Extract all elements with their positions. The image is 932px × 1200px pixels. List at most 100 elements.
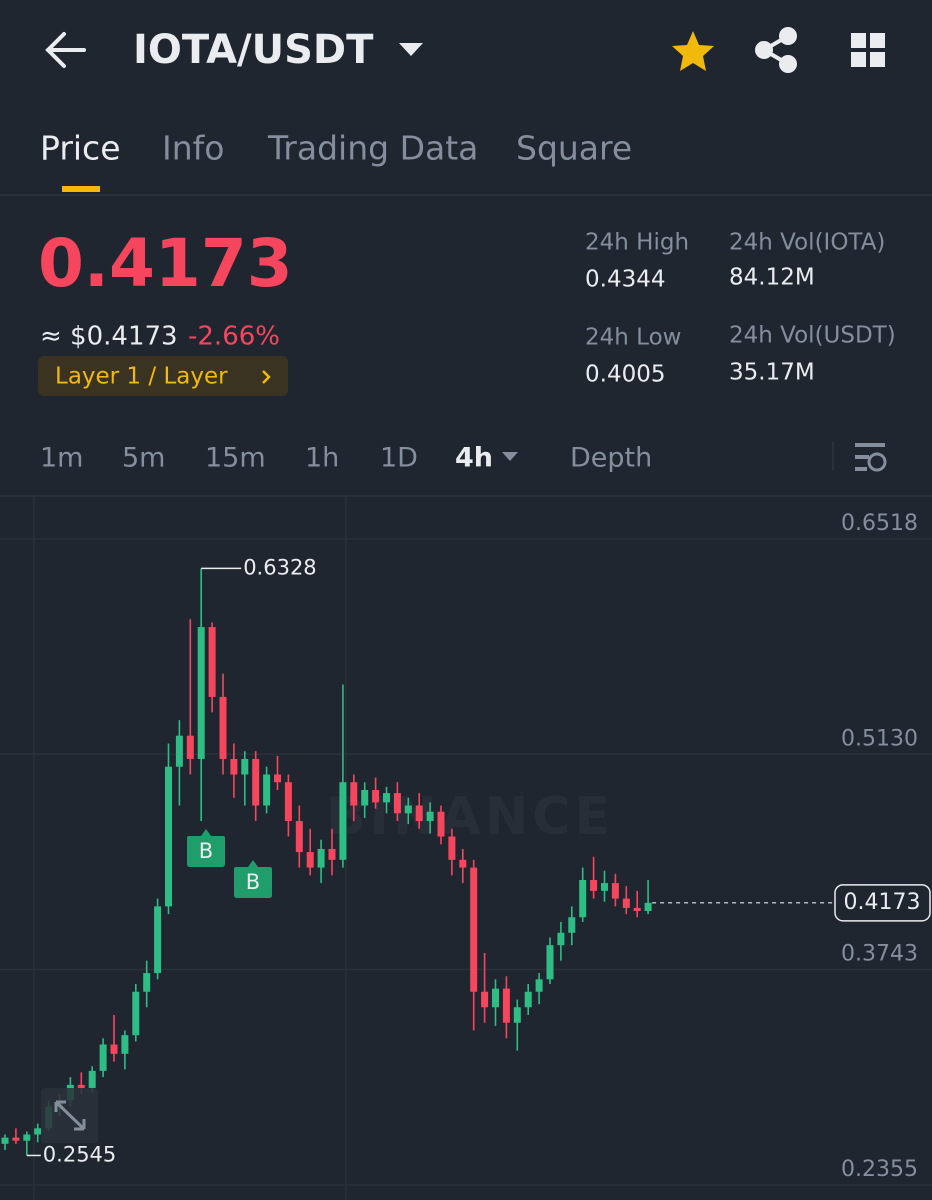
candle-body [372, 789, 380, 803]
chart-settings[interactable] [855, 443, 887, 472]
stat-label: 24h High [585, 230, 689, 256]
tab-indicator [62, 186, 100, 192]
y-tick-label: 0.6518 [841, 511, 918, 536]
candle-body [263, 774, 271, 806]
candle-body [110, 1044, 118, 1054]
tab[interactable]: Info [162, 129, 224, 168]
candle-body [186, 735, 194, 759]
candle-body [328, 848, 336, 860]
fullscreen-button[interactable] [41, 1088, 98, 1143]
chart: BINANCE 0.2355 0.3743 0.5130 0.6518 0.6328 0.2… [0, 511, 932, 1186]
stat-value: 0.4344 [585, 267, 665, 293]
interval[interactable]: 1D [380, 443, 418, 474]
candle-body [219, 696, 227, 759]
interval[interactable]: 4h [455, 443, 493, 474]
candle-body [524, 991, 532, 1008]
candle-body [339, 782, 347, 860]
tag-chevron [262, 370, 271, 384]
candle-body [306, 852, 314, 868]
candle-body [601, 883, 608, 891]
candle-body [579, 880, 587, 918]
interval[interactable]: 5m [122, 443, 165, 474]
candle-body [459, 859, 467, 868]
watermark: BINANCE [326, 787, 614, 847]
stat-value: 0.4005 [585, 362, 665, 388]
last-price-label: 0.4173 [844, 890, 921, 915]
candle-body [502, 988, 510, 1023]
candle-body [34, 1128, 42, 1135]
candle-body [1, 1137, 9, 1144]
pair-dropdown[interactable] [399, 43, 423, 56]
candle-body [12, 1137, 20, 1141]
price-change: -2.66% [188, 322, 280, 352]
candle-body [99, 1044, 107, 1071]
tab[interactable]: Square [516, 129, 632, 168]
candle-body [644, 902, 652, 912]
tab[interactable]: Trading Data [267, 129, 478, 168]
stat-label: 24h Low [585, 325, 681, 351]
candle-body [252, 758, 260, 806]
low-marker-label: 0.2545 [43, 1142, 116, 1166]
back-button[interactable] [45, 32, 86, 68]
trade-marker-shape [187, 829, 225, 867]
y-tick-label: 0.2355 [841, 1157, 918, 1182]
candle-body [175, 735, 183, 767]
trade-marker: B [199, 839, 213, 863]
candle-body [350, 782, 358, 806]
last-price: 0.4173 [38, 225, 293, 302]
interval[interactable]: 1h [305, 443, 339, 474]
candle-body [448, 836, 456, 860]
fiat-price: ≈ $0.4173 [40, 322, 178, 352]
stat-value: 35.17M [729, 360, 815, 386]
candle-body [77, 1084, 85, 1088]
candle-body [426, 811, 434, 822]
candle-body [154, 906, 162, 974]
interval[interactable]: 1m [40, 443, 83, 474]
candle-body [546, 945, 554, 980]
candle-body [284, 782, 292, 822]
share-button[interactable] [755, 27, 797, 73]
candle-body [437, 811, 445, 837]
candle-body [568, 917, 576, 933]
candle-body [361, 789, 369, 806]
candle-body [622, 898, 630, 908]
divider [0, 495, 932, 497]
candle-body [404, 805, 412, 814]
candle-body [470, 867, 478, 992]
stat-label: 24h Vol(USDT) [729, 323, 896, 349]
tag-chip[interactable]: Layer 1 / Layer [38, 356, 288, 396]
pair-title[interactable]: IOTA/USDT [133, 27, 374, 73]
depth-tab[interactable]: Depth [570, 443, 652, 474]
candle-body [88, 1070, 96, 1088]
candle-body [132, 991, 140, 1036]
layout-button[interactable] [851, 33, 885, 67]
last-price-box [834, 884, 931, 922]
candle-body [241, 758, 249, 775]
favorite-star[interactable] [672, 31, 714, 71]
candle-body [295, 821, 303, 853]
candle-body [197, 627, 205, 759]
candle-body [317, 848, 325, 868]
interval-dropdown[interactable] [502, 452, 518, 461]
candle-body [274, 774, 281, 783]
candle-body [590, 880, 598, 891]
stat-label: 24h Vol(IOTA) [729, 230, 885, 256]
candle-body [143, 973, 151, 992]
trade-marker-shape [234, 860, 272, 898]
candle-body [492, 988, 499, 1008]
candle-body [513, 1007, 521, 1023]
interval[interactable]: 15m [205, 443, 266, 474]
candle-body [633, 907, 641, 912]
trade-marker: B [246, 870, 260, 894]
candle-body [23, 1134, 31, 1141]
candle-body [557, 932, 565, 946]
candle-body [393, 793, 401, 814]
tag-text: Layer 1 / Layer [55, 364, 228, 390]
tab[interactable]: Price [40, 129, 121, 168]
candle-body [535, 979, 543, 992]
y-tick-label: 0.3743 [841, 942, 918, 967]
tag-background [38, 356, 288, 396]
candle-body [415, 805, 423, 822]
